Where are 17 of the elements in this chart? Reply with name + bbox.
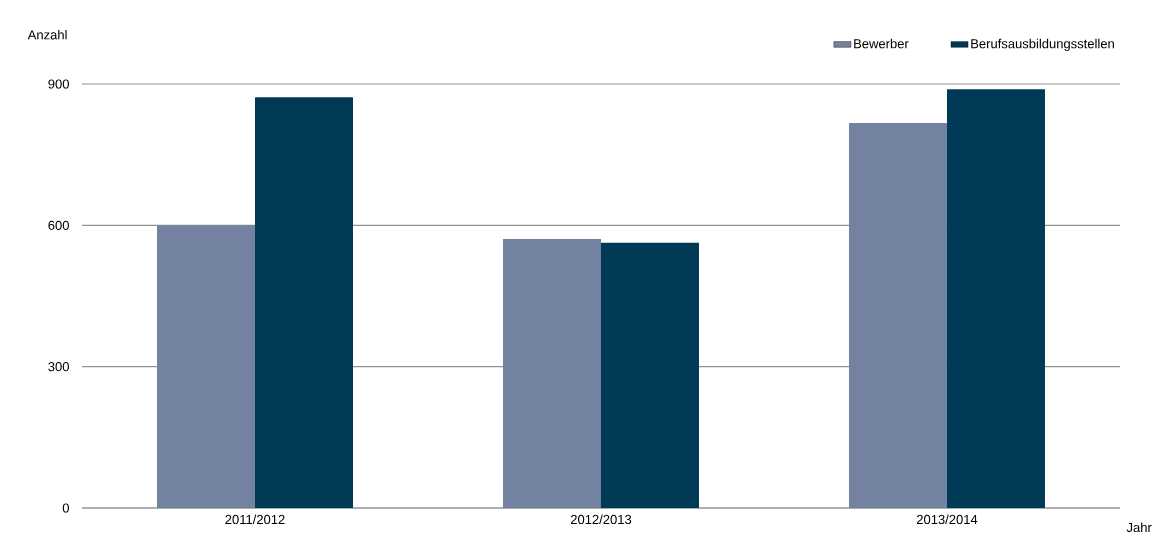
- bar: [600, 242, 699, 508]
- bar: [946, 89, 1045, 508]
- y-tick-label: 0: [62, 503, 69, 513]
- y-axis-title: Anzahl: [27, 29, 67, 40]
- y-tick-label: 300: [48, 362, 69, 372]
- x-tick-label: 2012/2013: [570, 514, 632, 525]
- x-axis-title: Jahr: [1126, 522, 1152, 533]
- bar: [848, 123, 947, 508]
- y-tick-label: 900: [48, 79, 69, 89]
- bar: [157, 225, 255, 508]
- bar: [503, 239, 601, 508]
- legend-label: Berufsausbildungsstellen: [971, 38, 1114, 51]
- x-tick-label: 2011/2012: [225, 514, 285, 525]
- y-tick-label: 600: [48, 220, 69, 230]
- bar: [255, 97, 353, 508]
- legend-label: Bewerber: [854, 38, 909, 49]
- x-tick-label: 2013/2014: [916, 514, 978, 525]
